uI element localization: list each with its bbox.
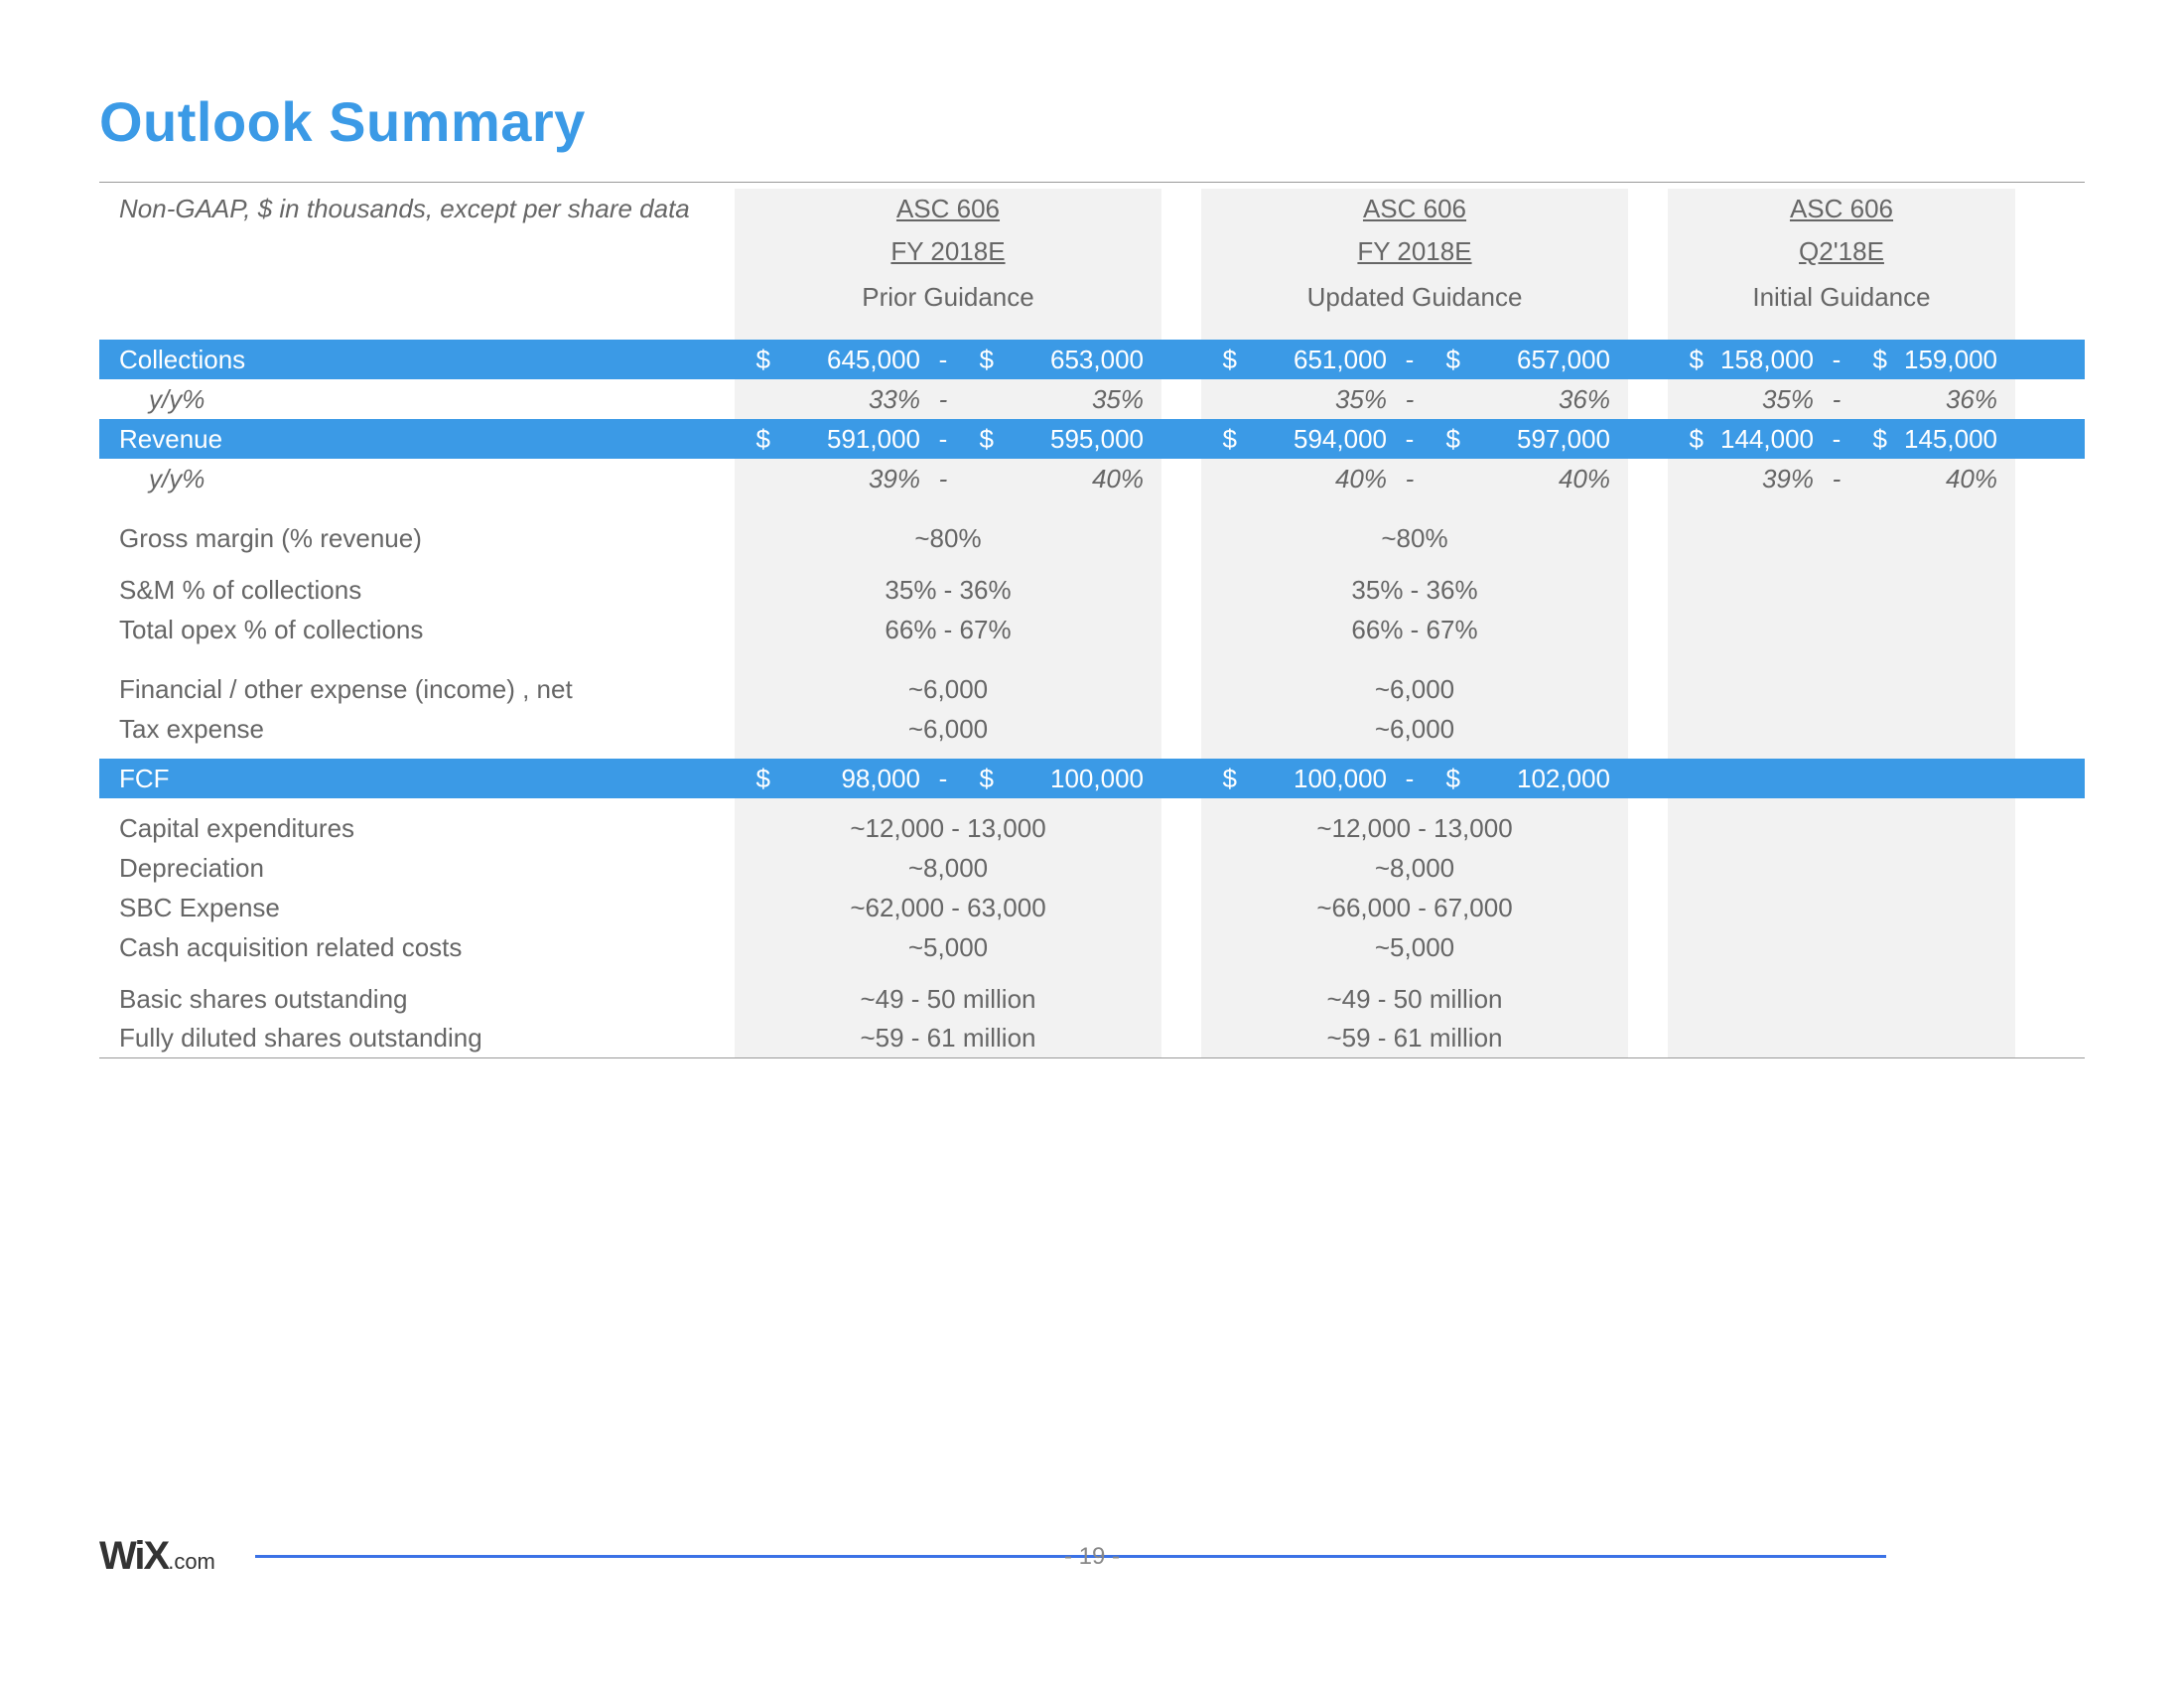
col3-header-l1: ASC 606 (1668, 189, 2015, 228)
collections-label: Collections (99, 340, 735, 379)
page-footer: WiX.com - 19 - (99, 1534, 2085, 1579)
row-gross-margin: Gross margin (% revenue) ~80% ~80% (99, 518, 2085, 558)
row-sbc: SBC Expense ~62,000 - 63,000 ~66,000 - 6… (99, 888, 2085, 927)
row-depreciation: Depreciation ~8,000 ~8,000 (99, 848, 2085, 888)
row-cash-acq: Cash acquisition related costs ~5,000 ~5… (99, 927, 2085, 967)
row-revenue-yy: y/y% 39%-40% 40%-40% 39%-40% (99, 459, 2085, 498)
row-collections-yy: y/y% 33%-35% 35%-36% 35%-36% (99, 379, 2085, 419)
page-number: - 19 - (99, 1543, 2085, 1571)
col3-header-l3: Initial Guidance (1668, 274, 2015, 320)
col1-header-l3: Prior Guidance (735, 274, 1161, 320)
col3-header-l2: Q2'18E (1668, 228, 2015, 274)
page-title: Outlook Summary (99, 89, 2085, 154)
col2-header-l2: FY 2018E (1201, 228, 1628, 274)
row-total-opex: Total opex % of collections 66% - 67% 66… (99, 610, 2085, 649)
row-basic-shares: Basic shares outstanding ~49 - 50 millio… (99, 979, 2085, 1019)
subtitle: Non-GAAP, $ in thousands, except per sha… (99, 189, 735, 228)
row-collections: Collections $645,000-$653,000 $651,000-$… (99, 340, 2085, 379)
outlook-table: Non-GAAP, $ in thousands, except per sha… (99, 182, 2085, 1058)
col1-header-l2: FY 2018E (735, 228, 1161, 274)
col2-header-l3: Updated Guidance (1201, 274, 1628, 320)
row-sm-collections: S&M % of collections 35% - 36% 35% - 36% (99, 570, 2085, 610)
row-capex: Capital expenditures ~12,000 - 13,000 ~1… (99, 808, 2085, 848)
row-diluted-shares: Fully diluted shares outstanding ~59 - 6… (99, 1019, 2085, 1058)
row-tax: Tax expense ~6,000 ~6,000 (99, 709, 2085, 749)
col2-header-l1: ASC 606 (1201, 189, 1628, 228)
row-financial-other: Financial / other expense (income) , net… (99, 669, 2085, 709)
row-revenue: Revenue $591,000-$595,000 $594,000-$597,… (99, 419, 2085, 459)
row-fcf: FCF $98,000-$100,000 $100,000-$102,000 (99, 759, 2085, 798)
col1-header-l1: ASC 606 (735, 189, 1161, 228)
